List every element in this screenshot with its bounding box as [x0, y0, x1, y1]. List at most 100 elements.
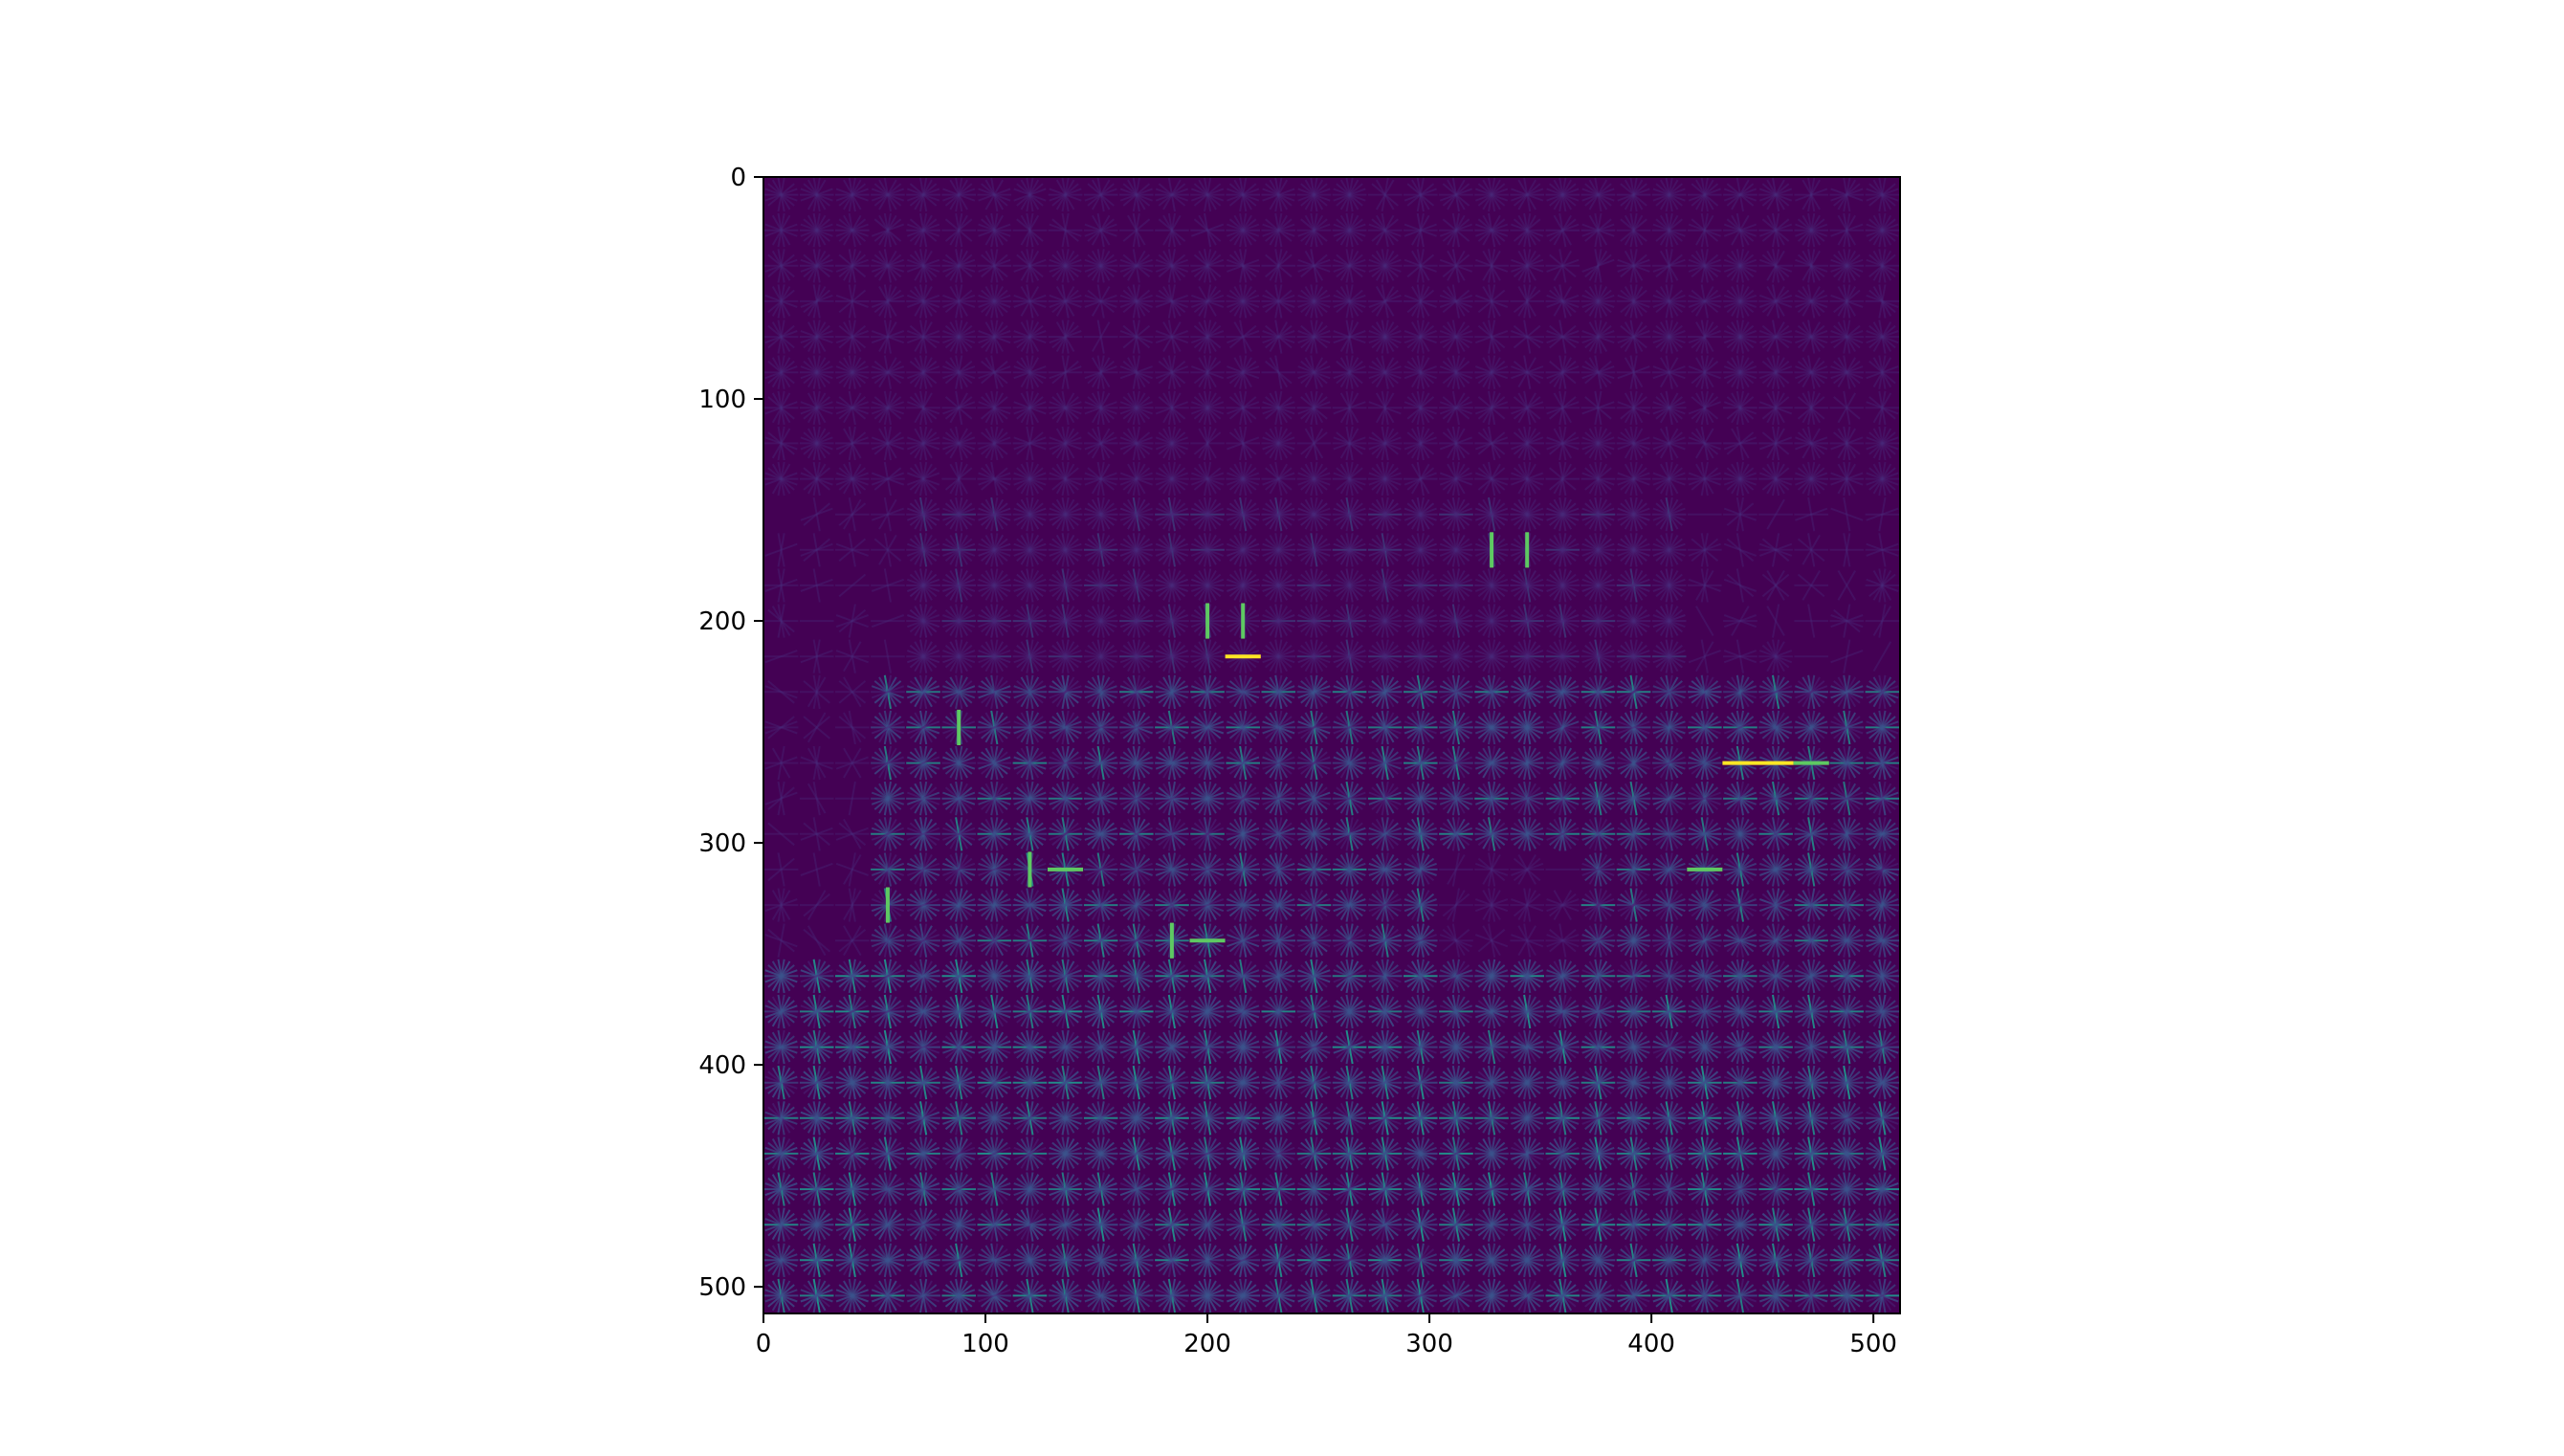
orientation-bin: [1731, 286, 1750, 317]
orientation-bin: [1162, 286, 1182, 317]
orientation-bin: [1167, 284, 1176, 319]
orientation-bin: [1016, 218, 1044, 242]
orientation-bin: [1620, 218, 1647, 242]
orientation-bin: [1801, 179, 1821, 210]
orientation-bin: [1411, 286, 1430, 317]
orientation-bin: [873, 289, 902, 314]
orientation-bin: [1411, 179, 1430, 210]
orientation-bin: [1830, 258, 1864, 273]
hog-cell: [799, 212, 834, 248]
orientation-bin: [873, 218, 902, 242]
orientation-bin: [1345, 249, 1354, 283]
orientation-bin: [1339, 250, 1359, 281]
orientation-bin: [1488, 284, 1496, 319]
orientation-bin: [1624, 286, 1644, 317]
orientation-bin: [1807, 249, 1816, 283]
orientation-bin: [777, 249, 785, 283]
orientation-bin: [1132, 212, 1140, 248]
orientation-bin: [1274, 284, 1283, 319]
orientation-bin: [1368, 294, 1402, 308]
orientation-bin: [1132, 177, 1140, 212]
orientation-bin: [1659, 179, 1679, 210]
hog-cell: [1367, 249, 1403, 283]
hog-cell: [1190, 212, 1225, 248]
orientation-bin: [1020, 179, 1040, 210]
orientation-bin: [835, 223, 869, 237]
orientation-bin: [771, 250, 791, 281]
orientation-bin: [1304, 250, 1324, 281]
orientation-bin: [1511, 223, 1544, 237]
hog-cell: [1545, 284, 1580, 319]
orientation-bin: [1655, 183, 1683, 207]
orientation-bin: [1274, 249, 1283, 283]
orientation-bin: [981, 289, 1008, 314]
orientation-bin: [1659, 250, 1679, 281]
hog-cell: [799, 284, 834, 319]
orientation-bin: [812, 177, 821, 212]
orientation-bin: [1055, 286, 1075, 317]
orientation-bin: [1735, 212, 1744, 248]
orientation-bin: [1026, 249, 1034, 283]
orientation-bin: [1833, 254, 1861, 278]
orientation-bin: [800, 188, 833, 202]
orientation-bin: [1731, 250, 1750, 281]
orientation-bin: [1439, 294, 1473, 308]
orientation-bin: [1091, 179, 1111, 210]
orientation-bin: [1723, 223, 1757, 237]
orientation-bin: [944, 183, 973, 207]
orientation-bin: [1558, 212, 1567, 248]
orientation-bin: [1872, 214, 1892, 246]
hog-cell: [835, 249, 870, 283]
orientation-bin: [1772, 212, 1780, 248]
orientation-bin: [883, 284, 892, 319]
orientation-bin: [1096, 212, 1105, 248]
orientation-bin: [1020, 250, 1040, 281]
orientation-bin: [1513, 289, 1541, 314]
orientation-bin: [807, 286, 827, 317]
orientation-bin: [1629, 212, 1638, 248]
orientation-bin: [1795, 258, 1828, 273]
orientation-bin: [1517, 286, 1536, 317]
orientation-bin: [1624, 214, 1644, 246]
orientation-bin: [1333, 223, 1366, 237]
hog-cell: [763, 320, 799, 354]
hog-cell: [1510, 249, 1544, 283]
orientation-bin: [1239, 249, 1248, 283]
orientation-bin: [1517, 214, 1536, 246]
orientation-bin: [1227, 258, 1260, 273]
hog-cell: [1013, 177, 1047, 212]
hog-cell: [1616, 177, 1651, 212]
orientation-bin: [1228, 218, 1257, 242]
orientation-bin: [1581, 294, 1615, 308]
orientation-bin: [1122, 289, 1151, 314]
orientation-bin: [1406, 183, 1435, 207]
orientation-bin: [771, 214, 791, 246]
orientation-bin: [1204, 284, 1212, 319]
orientation-bin: [1051, 218, 1079, 242]
orientation-bin: [1482, 250, 1501, 281]
orientation-bin: [1766, 250, 1785, 281]
hog-cell: [1119, 177, 1154, 212]
orientation-bin: [1665, 212, 1673, 248]
orientation-bin: [1162, 214, 1182, 246]
orientation-bin: [1304, 286, 1324, 317]
orientation-bin: [914, 286, 933, 317]
orientation-bin: [1549, 183, 1577, 207]
orientation-bin: [1629, 212, 1638, 248]
orientation-bin: [914, 214, 933, 246]
orientation-bin: [1655, 289, 1683, 314]
orientation-bin: [1375, 214, 1395, 246]
orientation-bin: [1310, 177, 1318, 212]
orientation-bin: [1797, 218, 1825, 242]
orientation-bin: [1766, 250, 1785, 281]
orientation-bin: [906, 294, 940, 308]
orientation-bin: [807, 179, 827, 210]
orientation-bin: [1013, 258, 1047, 273]
orientation-bin: [1167, 249, 1176, 283]
orientation-bin: [1735, 249, 1744, 283]
orientation-bin: [1404, 258, 1437, 273]
orientation-bin: [1310, 249, 1318, 283]
orientation-bin: [1026, 212, 1034, 248]
orientation-bin: [909, 289, 938, 314]
orientation-bin: [1735, 284, 1744, 319]
